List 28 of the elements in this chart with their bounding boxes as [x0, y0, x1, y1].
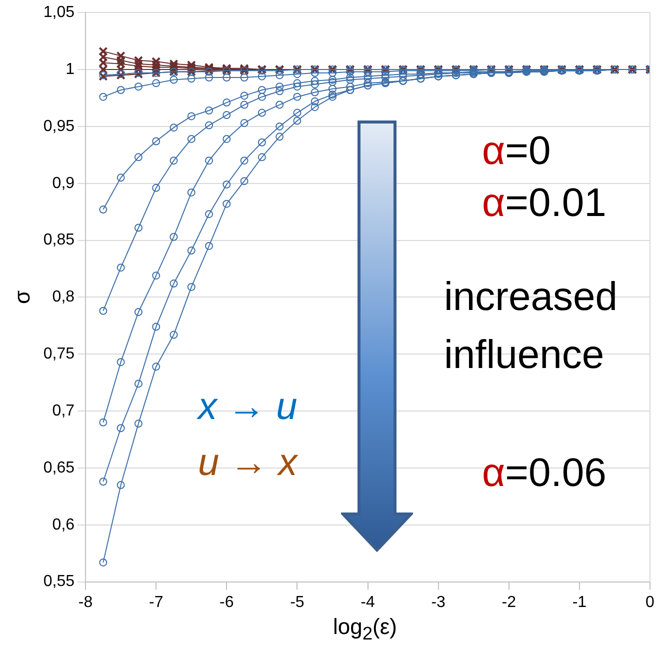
x-tick-label: -4 [360, 594, 375, 611]
annotation: x → u [198, 385, 298, 430]
x-tick-label: -1 [572, 594, 587, 611]
y-tick-label: 1,05 [43, 4, 75, 22]
annotation: u → x [198, 441, 298, 486]
y-tick-label: 0,65 [43, 459, 75, 476]
y-axis-title: σ [9, 290, 34, 304]
x-tick-label: -5 [290, 594, 304, 611]
y-tick-label: 0,55 [43, 573, 75, 590]
y-tick-label: 0,6 [52, 516, 75, 534]
x-tick-label: 0 [646, 594, 655, 611]
x-tick-label: -8 [78, 594, 93, 611]
annotation: α=0.01 [482, 180, 606, 227]
annotation: increased influence [444, 274, 618, 379]
y-tick-label: 0,95 [43, 118, 75, 135]
x-tick-label: -6 [220, 594, 234, 611]
x-axis-title: log$_{2}$(ε) [332, 614, 398, 644]
y-tick-label: 0,8 [52, 288, 75, 306]
y-tick-label: 0,9 [52, 174, 75, 192]
x-tick-label: -7 [148, 594, 164, 611]
annotation: α=0 [482, 128, 551, 175]
y-tick-label: 0,75 [43, 346, 75, 363]
y-tick-label: 1 [66, 60, 75, 78]
x-tick-label: -3 [431, 594, 446, 611]
x-tick-label: -2 [502, 594, 516, 611]
y-tick-label: 0,7 [52, 402, 75, 420]
y-tick-label: 0,85 [43, 232, 75, 249]
annotation: α=0.06 [482, 450, 606, 497]
